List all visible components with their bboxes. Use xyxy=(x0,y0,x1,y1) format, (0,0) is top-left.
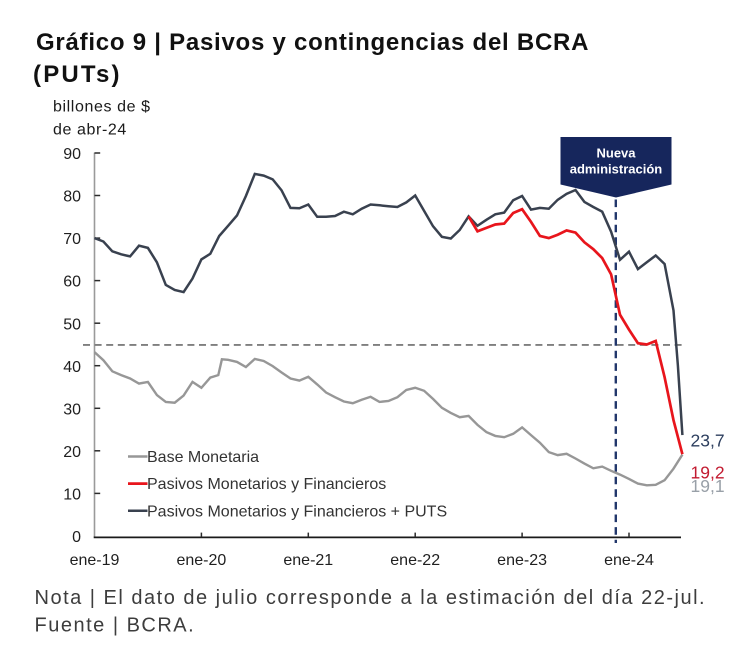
svg-text:Nueva: Nueva xyxy=(596,146,636,161)
svg-text:de abr-24: de abr-24 xyxy=(53,122,127,139)
svg-text:ene-20: ene-20 xyxy=(176,552,226,569)
svg-text:30: 30 xyxy=(63,401,81,418)
svg-text:(PUTs): (PUTs) xyxy=(33,61,122,88)
svg-text:0: 0 xyxy=(72,529,81,546)
svg-text:ene-22: ene-22 xyxy=(390,552,440,569)
svg-text:40: 40 xyxy=(63,359,81,376)
svg-text:ene-19: ene-19 xyxy=(70,552,120,569)
svg-text:ene-24: ene-24 xyxy=(604,552,654,569)
svg-text:ene-21: ene-21 xyxy=(283,552,333,569)
svg-text:billones de $: billones de $ xyxy=(53,99,151,116)
svg-text:50: 50 xyxy=(63,316,81,333)
svg-text:administración: administración xyxy=(570,162,663,177)
svg-text:Nota | El dato de julio corres: Nota | El dato de julio corresponde a la… xyxy=(35,587,707,609)
svg-text:23,7: 23,7 xyxy=(691,430,725,450)
svg-text:ene-23: ene-23 xyxy=(497,552,547,569)
svg-text:Fuente | BCRA.: Fuente | BCRA. xyxy=(35,615,196,637)
svg-text:Base Monetaria: Base Monetaria xyxy=(147,449,259,466)
svg-text:90: 90 xyxy=(63,146,81,163)
svg-text:Pasivos Monetarios y Financier: Pasivos Monetarios y Financieros + PUTS xyxy=(147,503,447,520)
svg-text:10: 10 xyxy=(63,487,81,504)
svg-text:70: 70 xyxy=(63,231,81,248)
svg-text:Pasivos Monetarios y Financier: Pasivos Monetarios y Financieros xyxy=(147,476,386,493)
svg-text:60: 60 xyxy=(63,274,81,291)
svg-text:20: 20 xyxy=(63,444,81,461)
svg-text:Gráfico 9 | Pasivos y continge: Gráfico 9 | Pasivos y contingencias del … xyxy=(36,29,589,56)
svg-text:80: 80 xyxy=(63,189,81,206)
svg-text:19,2: 19,2 xyxy=(691,463,725,483)
svg-text:19,1: 19,1 xyxy=(691,476,725,496)
